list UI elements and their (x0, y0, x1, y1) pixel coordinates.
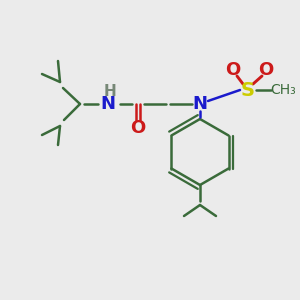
Text: N: N (193, 95, 208, 113)
Text: CH₃: CH₃ (270, 83, 296, 97)
Text: H: H (103, 85, 116, 100)
Text: O: O (225, 61, 241, 79)
Text: O: O (130, 119, 146, 137)
Text: O: O (258, 61, 274, 79)
Text: S: S (241, 80, 255, 100)
Text: N: N (100, 95, 116, 113)
